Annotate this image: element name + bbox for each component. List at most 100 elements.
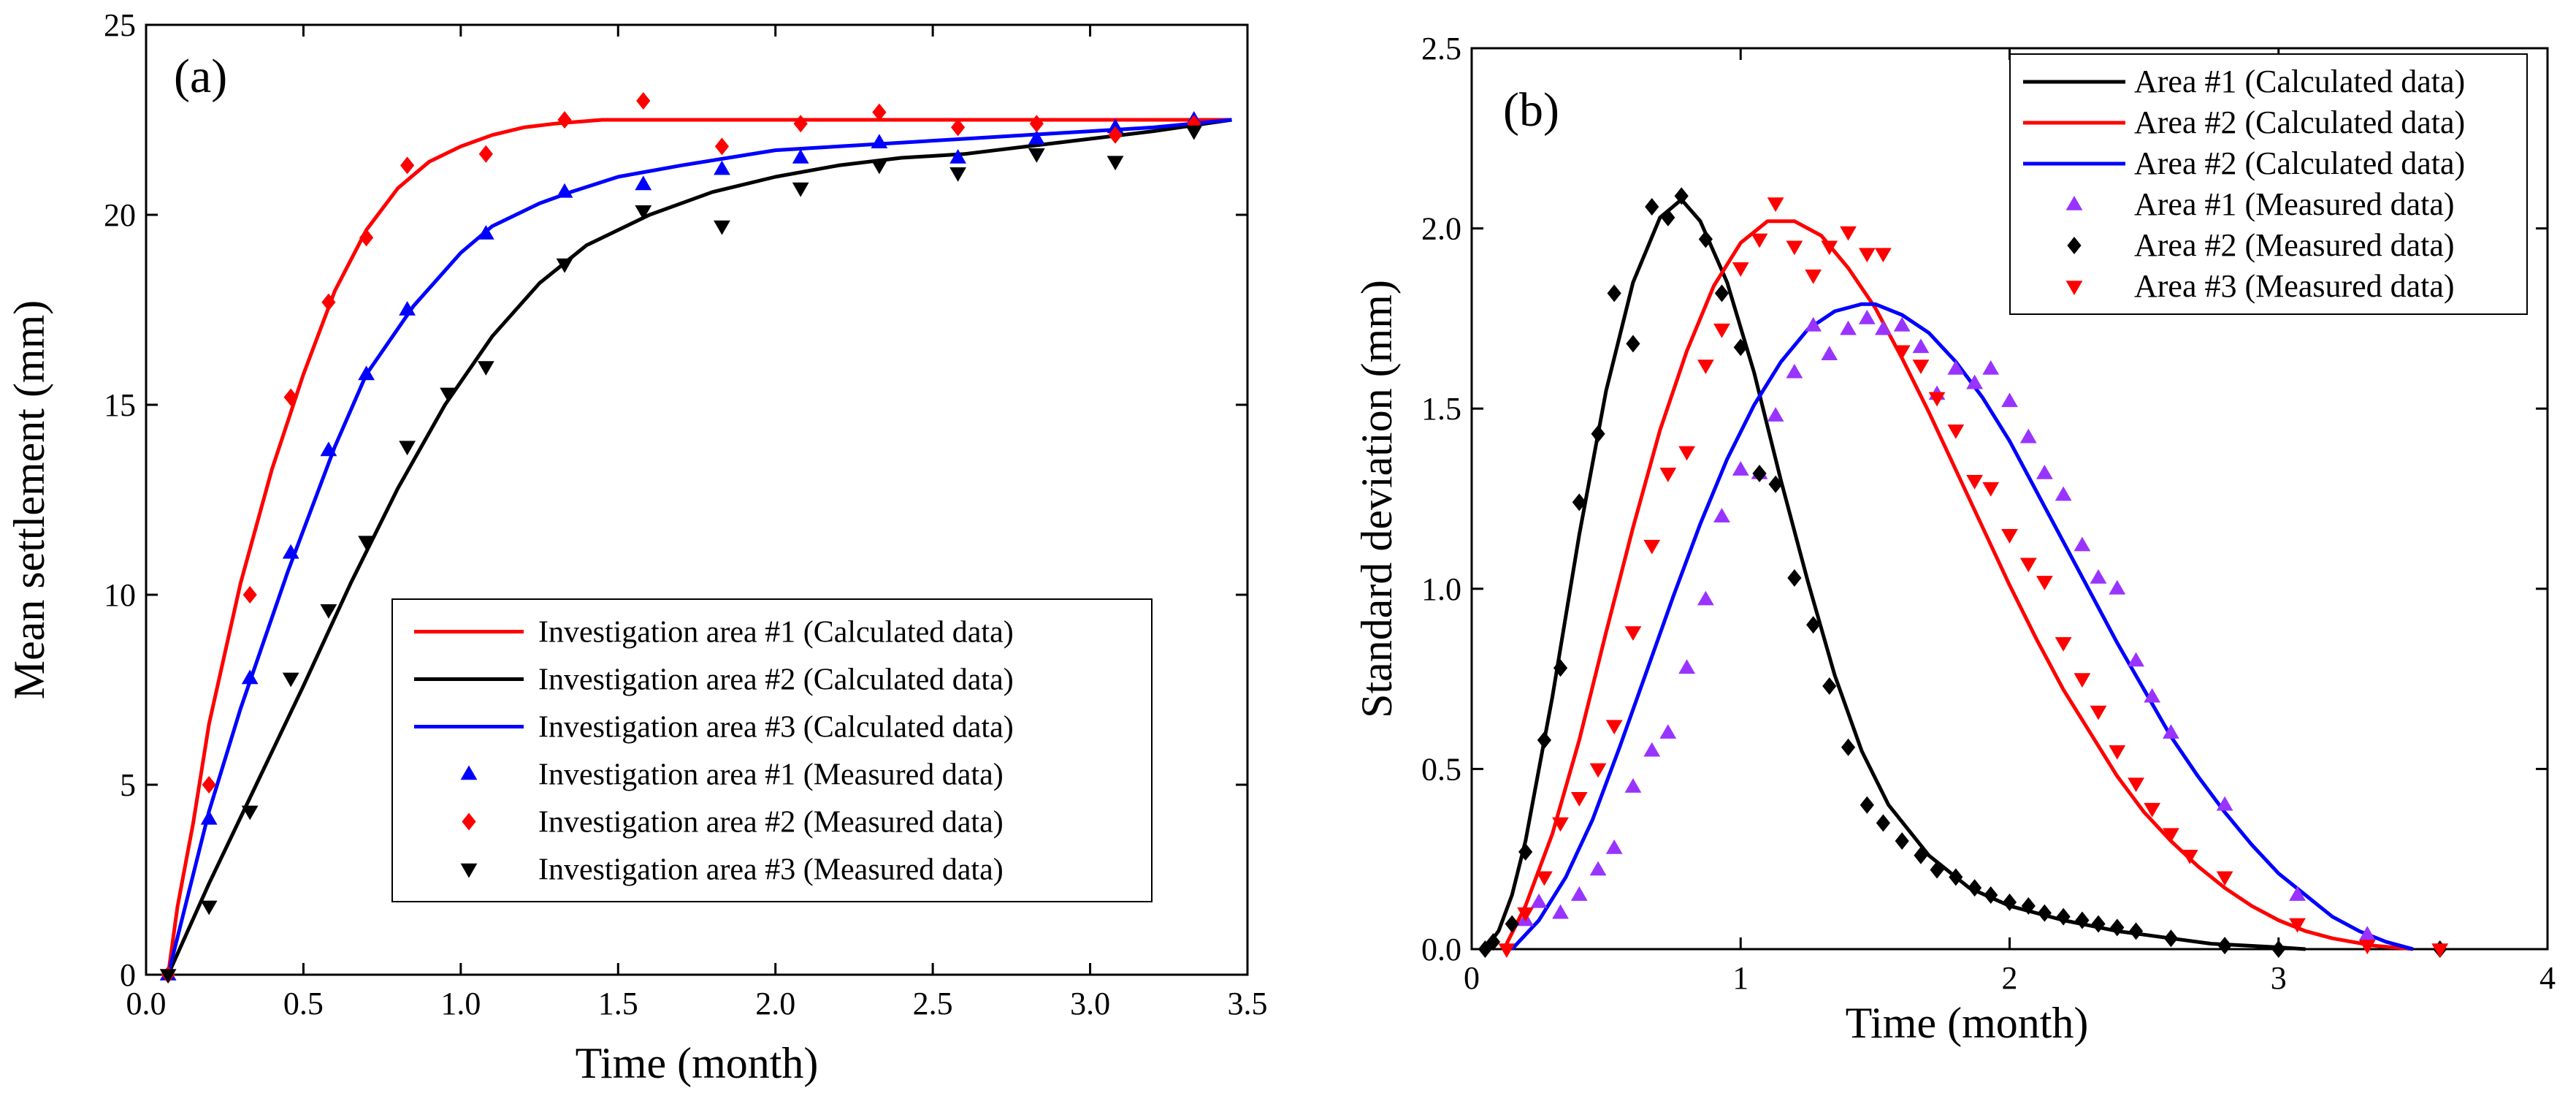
data-point-series-6 xyxy=(1713,323,1730,338)
data-point-series-5 xyxy=(1607,284,1621,302)
data-point-series-5 xyxy=(1591,425,1605,443)
legend-entry-label: Area #1 (Measured data) xyxy=(2134,186,2455,222)
data-point-series-6 xyxy=(282,672,299,688)
data-point-series-5 xyxy=(2037,904,2052,922)
x-tick-label: 2 xyxy=(2002,960,2018,996)
data-point-series-4 xyxy=(792,149,809,164)
data-point-series-5 xyxy=(1486,933,1501,951)
data-point-series-5 xyxy=(1787,569,1802,587)
data-point-series-6 xyxy=(2216,871,2233,886)
y-tick-label: 0.0 xyxy=(1421,932,1461,967)
data-point-series-5 xyxy=(283,388,298,406)
data-point-series-5 xyxy=(714,137,730,156)
data-point-series-5 xyxy=(1895,832,1909,850)
data-point-series-4 xyxy=(1605,839,1623,854)
data-point-series-5 xyxy=(1914,846,1928,864)
data-point-series-6 xyxy=(399,441,416,456)
data-point-series-6 xyxy=(2036,576,2053,590)
data-point-series-6 xyxy=(1732,262,1749,277)
data-point-series-6 xyxy=(1185,125,1203,140)
legend-entry-label: Area #2 (Calculated data) xyxy=(2134,104,2465,140)
data-point-series-6 xyxy=(1966,475,1984,490)
data-point-series-6 xyxy=(871,159,888,175)
data-point-series-6 xyxy=(1570,792,1588,807)
data-point-series-5 xyxy=(321,293,336,311)
data-point-series-6 xyxy=(440,387,457,403)
data-point-series-6 xyxy=(1982,482,2000,497)
data-point-series-4 xyxy=(1570,886,1588,901)
data-point-series-5 xyxy=(242,586,257,604)
data-point-series-6 xyxy=(1786,240,1803,256)
data-point-series-4 xyxy=(714,160,730,175)
data-point-series-6 xyxy=(2019,557,2037,573)
data-point-series-5 xyxy=(557,111,572,129)
data-point-series-4 xyxy=(2144,688,2161,703)
data-point-series-5 xyxy=(1553,659,1568,677)
data-point-series-6 xyxy=(2181,849,2198,864)
data-point-series-4 xyxy=(1947,359,1965,375)
y-tick-label: 5 xyxy=(120,767,136,803)
y-tick-label: 2.5 xyxy=(1421,31,1461,66)
data-point-series-4 xyxy=(1697,590,1714,606)
data-point-series-6 xyxy=(1767,197,1784,213)
data-point-series-5 xyxy=(1572,493,1586,511)
legend-marker-sample xyxy=(2065,281,2083,295)
data-point-series-6 xyxy=(1875,248,1892,263)
chart-b-x-axis-label: Time (month) xyxy=(1846,999,2089,1047)
series-line-2 xyxy=(166,118,1232,976)
data-point-series-6 xyxy=(1697,359,1714,375)
data-point-series-6 xyxy=(1751,233,1768,248)
data-point-series-5 xyxy=(1806,616,1821,634)
data-point-series-6 xyxy=(1624,626,1642,641)
data-point-series-5 xyxy=(2056,907,2071,926)
data-point-series-5 xyxy=(1733,338,1748,357)
data-point-series-4 xyxy=(1840,320,1857,335)
x-tick-label: 3 xyxy=(2271,960,2287,996)
chart-a-y-axis-label: Mean settlement (mm) xyxy=(5,300,53,700)
data-point-series-5 xyxy=(951,118,966,137)
data-point-series-4 xyxy=(1966,374,1984,389)
data-point-series-6 xyxy=(714,220,730,235)
data-point-series-4 xyxy=(241,669,259,685)
data-point-series-4 xyxy=(1805,316,1822,332)
data-point-series-6 xyxy=(1893,345,1911,360)
y-tick-label: 0 xyxy=(120,957,136,993)
data-point-series-4 xyxy=(358,365,375,381)
legend-box xyxy=(391,598,1153,902)
data-point-series-5 xyxy=(1841,738,1856,756)
y-tick-label: 1.5 xyxy=(1421,391,1461,427)
data-point-series-6 xyxy=(1947,424,1965,439)
data-point-series-5 xyxy=(1860,796,1874,814)
data-point-series-5 xyxy=(1949,868,1963,886)
data-point-series-4 xyxy=(1821,346,1838,361)
data-point-series-4 xyxy=(2019,428,2037,444)
data-point-series-5 xyxy=(400,156,415,175)
y-tick-label: 2.0 xyxy=(1421,211,1461,247)
data-point-series-4 xyxy=(1552,904,1569,919)
data-point-series-5 xyxy=(2163,929,2179,948)
data-point-series-6 xyxy=(2128,777,2144,793)
x-tick-label: 0.5 xyxy=(283,986,324,1021)
data-point-series-6 xyxy=(241,805,259,821)
data-point-series-6 xyxy=(1107,156,1124,171)
data-point-series-6 xyxy=(556,258,573,273)
data-point-series-5 xyxy=(1698,230,1713,248)
chart-a: 0.0 0.5 1.0 1.5 2.0 2.5 3.0 3.5 0 5 10 15 20 25 (a) T… xyxy=(5,7,1268,1087)
data-point-series-6 xyxy=(2358,940,2376,955)
data-point-series-4 xyxy=(1875,320,1892,335)
data-point-series-5 xyxy=(202,776,216,794)
data-point-series-6 xyxy=(1643,539,1661,555)
data-point-series-4 xyxy=(1028,130,1045,145)
legend-box xyxy=(2009,53,2528,315)
data-point-series-5 xyxy=(359,229,374,247)
legend-entry-label: Investigation area #1 (Calculated data) xyxy=(538,616,1014,650)
data-point-series-4 xyxy=(1107,118,1124,134)
data-point-series-4 xyxy=(399,301,416,316)
data-point-series-4 xyxy=(2055,486,2072,501)
data-point-series-4 xyxy=(2358,926,2376,941)
data-point-series-6 xyxy=(949,167,967,182)
data-point-series-6 xyxy=(1028,148,1045,163)
data-point-series-6 xyxy=(1552,817,1569,832)
series-line-1 xyxy=(166,118,1232,975)
chart-a-x-axis-label: Time (month) xyxy=(576,1039,819,1087)
